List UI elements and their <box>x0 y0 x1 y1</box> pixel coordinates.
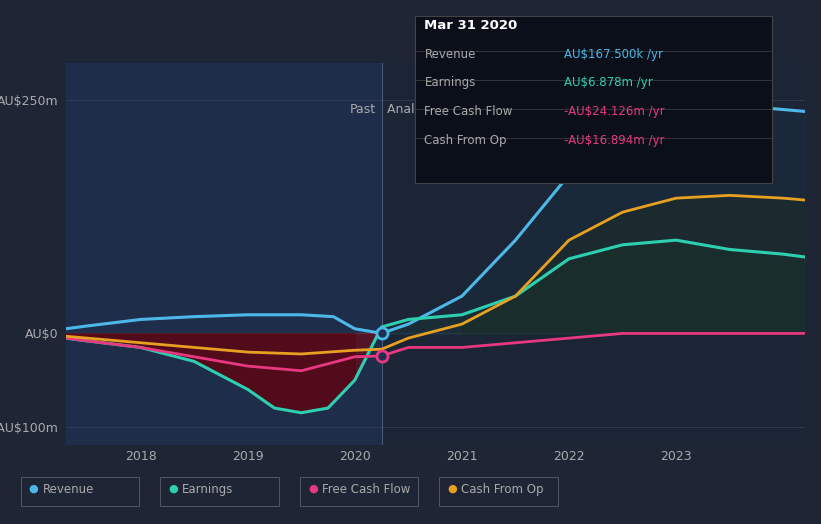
Text: ●: ● <box>29 484 39 494</box>
Bar <box>66 63 382 445</box>
Text: Cash From Op: Cash From Op <box>424 134 507 147</box>
Text: ●: ● <box>447 484 457 494</box>
Text: Free Cash Flow: Free Cash Flow <box>424 105 513 118</box>
Text: Earnings: Earnings <box>182 483 234 496</box>
Text: Revenue: Revenue <box>424 48 476 61</box>
Bar <box>382 63 805 445</box>
Text: Past: Past <box>350 103 376 116</box>
Text: Earnings: Earnings <box>424 77 476 90</box>
Text: -AU$16.894m /yr: -AU$16.894m /yr <box>564 134 664 147</box>
Text: AU$167.500k /yr: AU$167.500k /yr <box>564 48 663 61</box>
Text: Free Cash Flow: Free Cash Flow <box>322 483 410 496</box>
Text: Revenue: Revenue <box>43 483 94 496</box>
Text: ●: ● <box>168 484 178 494</box>
Text: -AU$24.126m /yr: -AU$24.126m /yr <box>564 105 665 118</box>
Text: Cash From Op: Cash From Op <box>461 483 544 496</box>
Text: Mar 31 2020: Mar 31 2020 <box>424 19 518 32</box>
Text: ●: ● <box>308 484 318 494</box>
Text: AU$6.878m /yr: AU$6.878m /yr <box>564 77 653 90</box>
Text: Analysts Forecasts: Analysts Forecasts <box>387 103 503 116</box>
